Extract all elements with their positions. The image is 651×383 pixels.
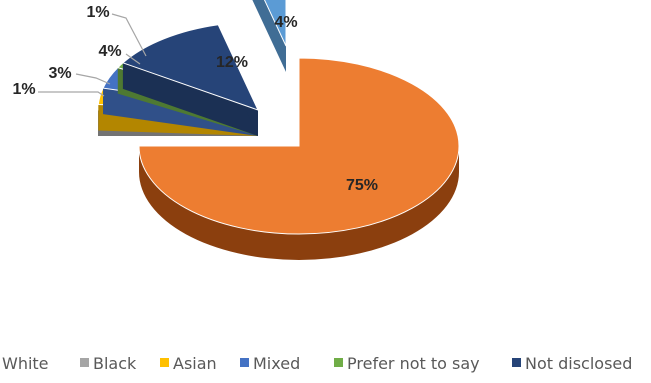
data-label-asian: 3% bbox=[48, 65, 71, 82]
slice-top-white bbox=[138, 57, 460, 235]
slice-top-not-disclosed bbox=[121, 24, 259, 111]
legend-label-prefer-not-to-say: Prefer not to say bbox=[347, 354, 480, 373]
data-label-not-disclosed: 12% bbox=[216, 54, 248, 71]
data-label-prefer-not-to-say: 1% bbox=[86, 4, 109, 21]
legend-item-prefer-not-to-say: Prefer not to say bbox=[334, 354, 480, 373]
legend-item-black: Black bbox=[80, 354, 137, 373]
legend-item-not-disclosed: Not disclosed bbox=[512, 354, 632, 373]
slice-top-other bbox=[263, 0, 287, 47]
legend-item-asian: Asian bbox=[160, 354, 217, 373]
legend-label-asian: Asian bbox=[173, 354, 217, 373]
slice-side-not-disclosed bbox=[122, 62, 258, 136]
legend-item-mixed: Mixed bbox=[240, 354, 300, 373]
data-label-other: 4% bbox=[274, 14, 297, 31]
data-label-black: 1% bbox=[12, 81, 35, 98]
slice-other bbox=[252, 0, 287, 72]
leader-line-asian bbox=[75, 73, 111, 85]
legend-label-black: Black bbox=[93, 354, 137, 373]
slice-rim-white bbox=[139, 146, 459, 260]
legend-swatch-black bbox=[80, 358, 89, 367]
legend-swatch-prefer-not-to-say bbox=[334, 358, 343, 367]
legend-swatch-asian bbox=[160, 358, 169, 367]
legend-swatch-mixed bbox=[240, 358, 249, 367]
legend-label-mixed: Mixed bbox=[253, 354, 300, 373]
legend-swatch-not-disclosed bbox=[512, 358, 521, 367]
leader-line-prefer-not-to-say bbox=[111, 13, 147, 57]
pie-slices bbox=[97, 0, 460, 260]
leader-lines bbox=[38, 13, 147, 97]
legend-item-white: White bbox=[2, 354, 49, 373]
slice-not-disclosed bbox=[121, 24, 259, 137]
leader-line-mixed bbox=[125, 53, 141, 65]
leader-line-black bbox=[38, 91, 105, 97]
slice-white bbox=[138, 57, 460, 260]
legend-label-not-disclosed: Not disclosed bbox=[525, 354, 632, 373]
data-label-white: 75% bbox=[346, 177, 378, 194]
legend: White Black Asian Mixed Prefer not to say Not… bbox=[2, 354, 632, 373]
slice-side-other bbox=[252, 0, 286, 72]
legend-label-white: White bbox=[2, 354, 49, 373]
data-labels: 75% 1% 3% 4% 1% 12% 4% bbox=[12, 4, 378, 194]
data-label-mixed: 4% bbox=[98, 43, 121, 60]
